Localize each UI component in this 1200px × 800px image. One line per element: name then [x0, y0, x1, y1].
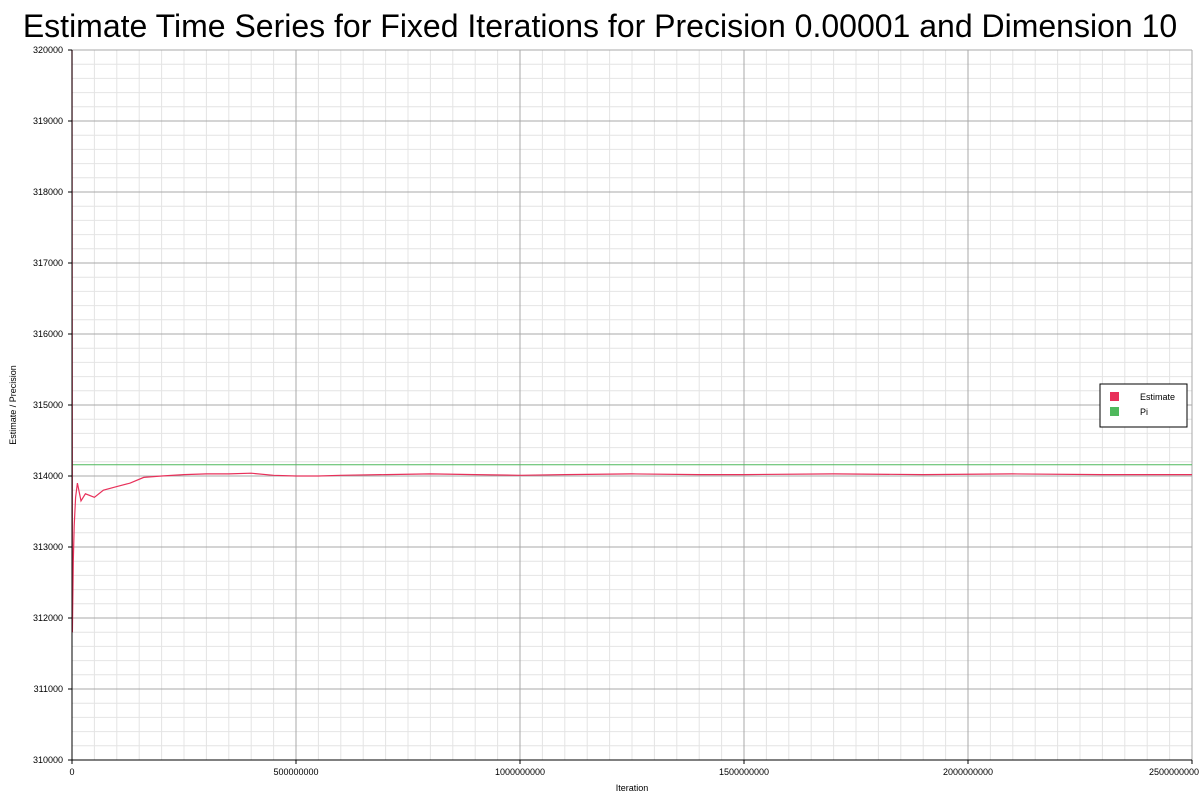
y-tick-label: 318000 [33, 187, 63, 197]
legend-box [1099, 383, 1188, 428]
y-tick-label: 313000 [33, 542, 63, 552]
y-tick-label: 310000 [33, 755, 63, 765]
x-tick-label: 1000000000 [495, 767, 545, 777]
y-tick-label: 319000 [33, 116, 63, 126]
legend-swatch-pi [1110, 407, 1119, 416]
x-axis-label: Iteration [616, 783, 649, 793]
x-tick-label: 1500000000 [719, 767, 769, 777]
series-layer [71, 49, 1192, 633]
y-tick-label: 317000 [33, 258, 63, 268]
x-tick-label: 0 [69, 767, 74, 777]
y-tick-label: 312000 [33, 613, 63, 623]
y-tick-label: 311000 [34, 684, 63, 694]
x-tick-label: 500000000 [273, 767, 318, 777]
legend-label-estimate: Estimate [1140, 392, 1175, 402]
y-tick-label: 315000 [33, 400, 63, 410]
series-line-estimate [71, 49, 1192, 633]
x-tick-labels: 0 500000000 1000000000 1500000000 2000000000… [69, 760, 1199, 777]
y-axis-label: Estimate / Precision [8, 365, 18, 445]
chart-title: Estimate Time Series for Fixed Iteration… [22, 8, 1178, 44]
y-tick-label: 316000 [33, 329, 63, 339]
y-tick-label: 314000 [33, 471, 63, 481]
x-tick-label: 2000000000 [943, 767, 993, 777]
legend-label-pi: Pi [1140, 407, 1148, 417]
x-tick-label: 2500000000 [1149, 767, 1199, 777]
legend-swatch-estimate [1110, 392, 1119, 401]
y-tick-label: 320000 [33, 45, 63, 55]
legend: Estimate Pi [1099, 383, 1188, 428]
y-tick-labels: 310000 311000 312000 313000 314000 315000 3160… [33, 45, 72, 765]
